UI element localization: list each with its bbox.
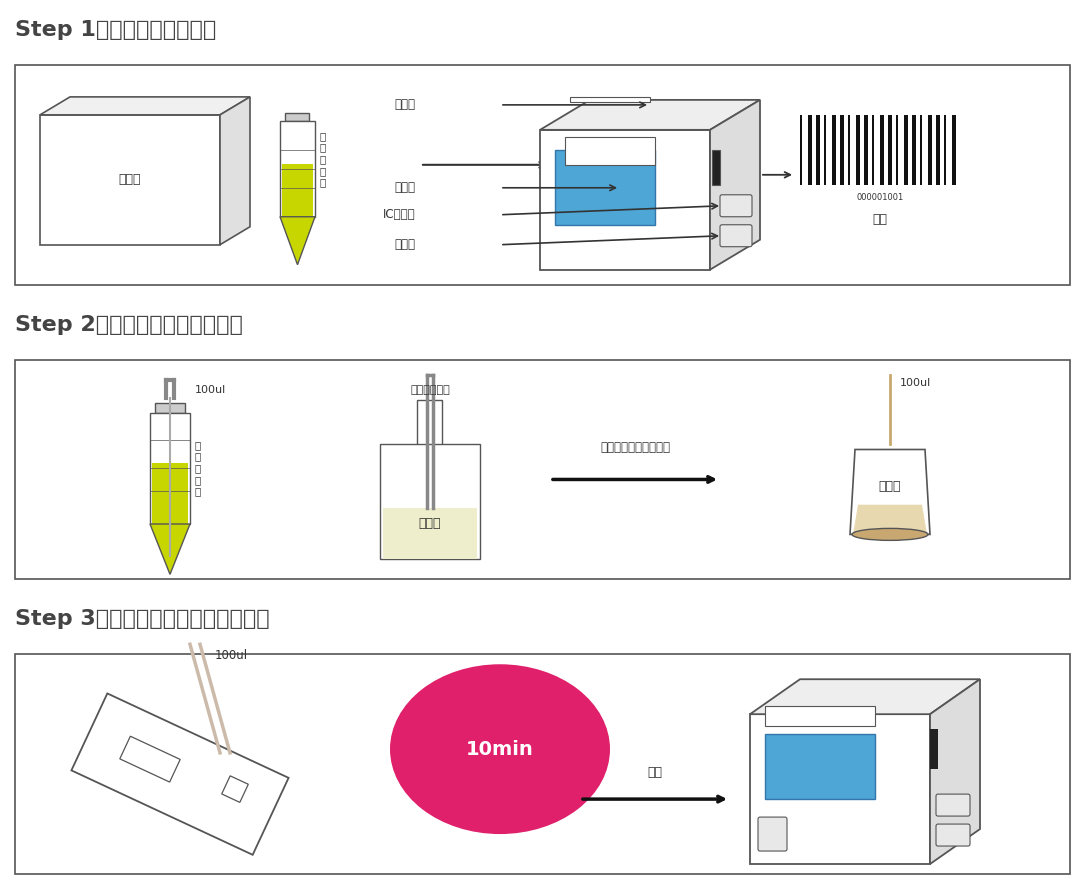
Text: 000001001: 000001001 [857, 193, 904, 202]
FancyBboxPatch shape [150, 413, 190, 524]
FancyBboxPatch shape [880, 115, 884, 185]
FancyBboxPatch shape [848, 115, 850, 185]
FancyBboxPatch shape [816, 115, 820, 185]
FancyBboxPatch shape [712, 149, 720, 185]
FancyBboxPatch shape [872, 115, 874, 185]
Text: 显示屏: 显示屏 [393, 181, 415, 194]
FancyBboxPatch shape [40, 115, 220, 245]
Text: 加入样品杯，吸打混匀: 加入样品杯，吸打混匀 [600, 441, 670, 454]
FancyBboxPatch shape [888, 115, 892, 185]
FancyBboxPatch shape [570, 97, 650, 102]
FancyBboxPatch shape [15, 65, 1070, 285]
Text: 插卡口: 插卡口 [393, 238, 415, 251]
FancyBboxPatch shape [930, 729, 938, 769]
Text: 稀释液: 稀释液 [419, 517, 441, 530]
Text: 试剂盒: 试剂盒 [119, 173, 142, 187]
FancyBboxPatch shape [928, 115, 932, 185]
FancyBboxPatch shape [284, 113, 310, 121]
FancyBboxPatch shape [840, 115, 844, 185]
Text: 扫码: 扫码 [872, 213, 887, 225]
Text: Step 3：加样，读数，打印检测报告: Step 3：加样，读数，打印检测报告 [15, 609, 269, 629]
FancyBboxPatch shape [944, 115, 946, 185]
FancyBboxPatch shape [282, 164, 313, 217]
Text: Step 2：取样、加稀释液，混匀: Step 2：取样、加稀释液，混匀 [15, 315, 243, 335]
FancyBboxPatch shape [280, 121, 315, 217]
FancyBboxPatch shape [808, 115, 812, 185]
FancyBboxPatch shape [417, 400, 443, 454]
Polygon shape [220, 97, 250, 245]
Polygon shape [540, 100, 760, 130]
FancyBboxPatch shape [832, 115, 836, 185]
Text: 100ul: 100ul [215, 649, 249, 662]
FancyBboxPatch shape [383, 507, 477, 560]
FancyBboxPatch shape [720, 225, 752, 247]
Text: 样品杯: 样品杯 [879, 480, 901, 493]
Text: 10min: 10min [467, 740, 534, 758]
Text: 读数: 读数 [647, 766, 663, 779]
Text: 100ul: 100ul [195, 385, 227, 394]
FancyBboxPatch shape [565, 137, 655, 164]
FancyBboxPatch shape [936, 794, 970, 816]
FancyBboxPatch shape [912, 115, 916, 185]
Text: 体积见说明书: 体积见说明书 [410, 385, 450, 394]
FancyBboxPatch shape [864, 115, 868, 185]
FancyBboxPatch shape [765, 706, 875, 726]
FancyBboxPatch shape [936, 824, 970, 846]
FancyBboxPatch shape [720, 194, 752, 217]
Polygon shape [40, 97, 250, 115]
Polygon shape [710, 100, 760, 270]
Polygon shape [750, 679, 980, 714]
FancyBboxPatch shape [155, 402, 185, 413]
FancyBboxPatch shape [15, 360, 1070, 579]
Polygon shape [930, 679, 980, 864]
FancyBboxPatch shape [896, 115, 898, 185]
Text: 100ul: 100ul [900, 377, 931, 387]
Polygon shape [280, 217, 315, 264]
FancyBboxPatch shape [765, 735, 875, 799]
FancyBboxPatch shape [920, 115, 922, 185]
FancyBboxPatch shape [936, 115, 940, 185]
Polygon shape [850, 449, 930, 535]
FancyBboxPatch shape [800, 115, 802, 185]
Text: Step 1：回温、开机、扫码: Step 1：回温、开机、扫码 [15, 20, 216, 40]
Polygon shape [120, 736, 180, 782]
Text: 打印机: 打印机 [393, 98, 415, 111]
Polygon shape [540, 130, 710, 270]
Polygon shape [750, 714, 930, 864]
FancyBboxPatch shape [758, 817, 787, 851]
FancyBboxPatch shape [904, 115, 908, 185]
Polygon shape [150, 524, 190, 575]
Ellipse shape [852, 529, 928, 540]
FancyBboxPatch shape [856, 115, 860, 185]
Polygon shape [72, 693, 289, 855]
FancyBboxPatch shape [15, 654, 1070, 874]
FancyBboxPatch shape [824, 115, 826, 185]
FancyBboxPatch shape [380, 445, 480, 560]
FancyBboxPatch shape [952, 115, 956, 185]
Text: IC卡插口: IC卡插口 [383, 209, 415, 221]
FancyBboxPatch shape [152, 462, 187, 524]
Text: 待
测
提
取
液: 待 测 提 取 液 [320, 131, 326, 187]
FancyBboxPatch shape [555, 149, 655, 225]
Text: 待
测
提
取
液: 待 测 提 取 液 [195, 440, 202, 497]
Ellipse shape [390, 664, 610, 834]
Polygon shape [221, 776, 249, 803]
Polygon shape [853, 505, 926, 535]
